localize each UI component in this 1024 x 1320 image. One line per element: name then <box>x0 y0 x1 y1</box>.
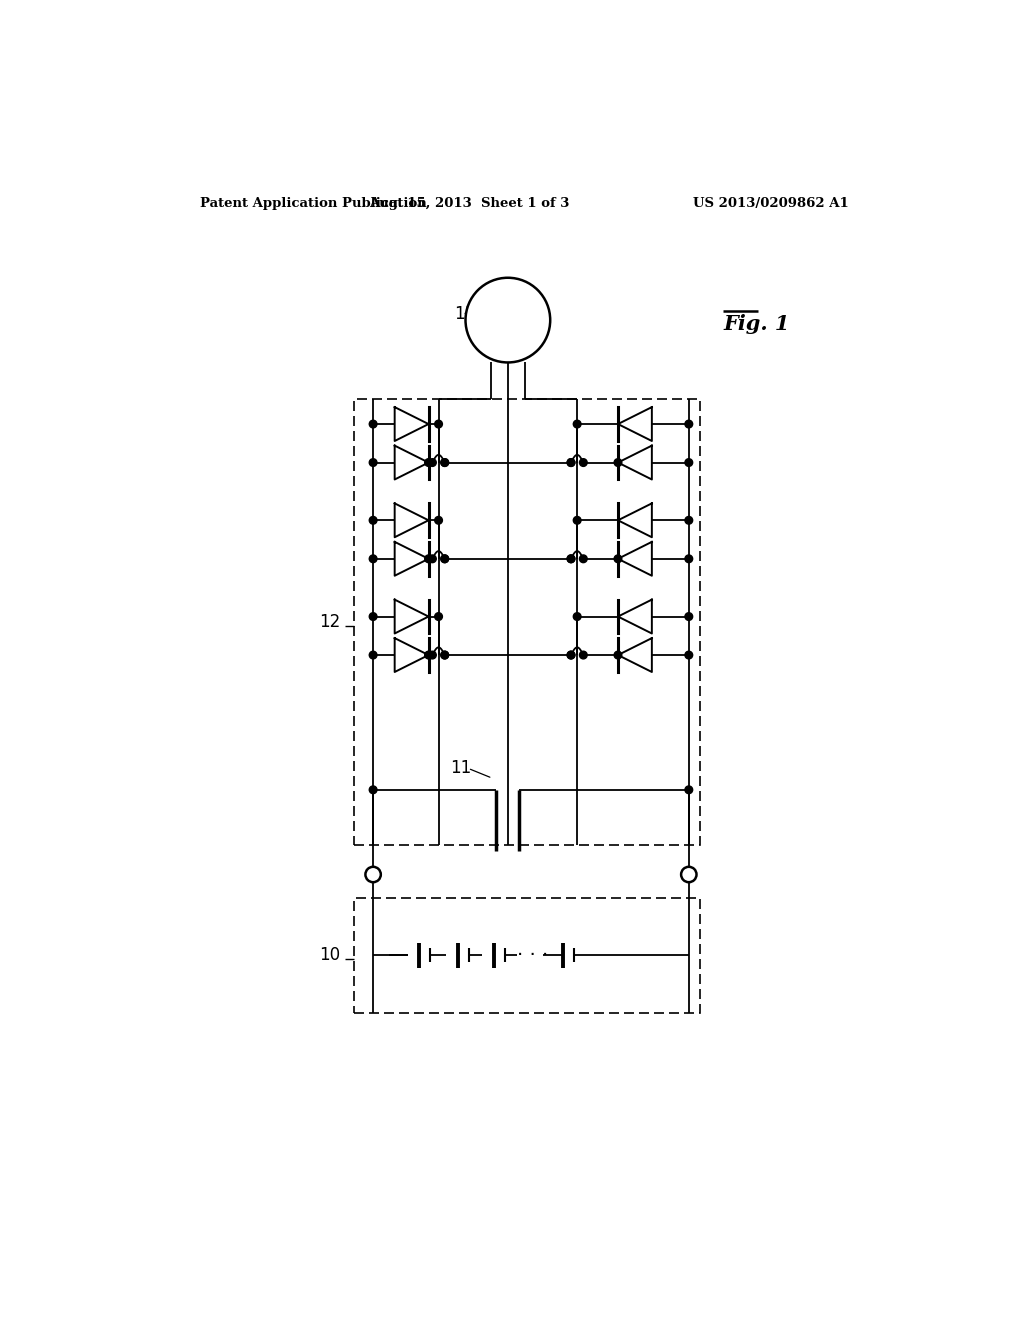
Circle shape <box>435 612 442 620</box>
Circle shape <box>614 554 622 562</box>
Circle shape <box>614 459 622 466</box>
Circle shape <box>685 612 692 620</box>
Text: 10: 10 <box>318 946 340 965</box>
Circle shape <box>429 554 436 562</box>
Circle shape <box>425 651 432 659</box>
Circle shape <box>685 785 692 793</box>
Circle shape <box>573 612 581 620</box>
Circle shape <box>435 420 442 428</box>
Circle shape <box>580 651 587 659</box>
Circle shape <box>441 651 449 659</box>
Circle shape <box>567 554 574 562</box>
Circle shape <box>370 420 377 428</box>
Circle shape <box>441 554 449 562</box>
Circle shape <box>435 516 442 524</box>
Circle shape <box>429 459 436 466</box>
Circle shape <box>681 867 696 882</box>
Circle shape <box>573 420 581 428</box>
Circle shape <box>567 459 574 466</box>
Circle shape <box>425 554 432 562</box>
Circle shape <box>567 554 574 562</box>
Circle shape <box>685 420 692 428</box>
Text: 12: 12 <box>318 612 340 631</box>
Circle shape <box>580 554 587 562</box>
Text: 11: 11 <box>451 759 471 777</box>
Circle shape <box>441 651 449 659</box>
Circle shape <box>370 651 377 659</box>
Circle shape <box>370 459 377 466</box>
Circle shape <box>573 516 581 524</box>
Circle shape <box>614 651 622 659</box>
Circle shape <box>429 651 436 659</box>
Text: · · ·: · · · <box>517 946 548 965</box>
Circle shape <box>685 554 692 562</box>
Text: Aug. 15, 2013  Sheet 1 of 3: Aug. 15, 2013 Sheet 1 of 3 <box>370 197 569 210</box>
Circle shape <box>370 554 377 562</box>
Text: Fig. 1: Fig. 1 <box>724 314 790 334</box>
Circle shape <box>370 516 377 524</box>
Circle shape <box>425 459 432 466</box>
Circle shape <box>567 651 574 659</box>
Circle shape <box>441 459 449 466</box>
Circle shape <box>685 516 692 524</box>
Circle shape <box>370 612 377 620</box>
Text: US 2013/0209862 A1: US 2013/0209862 A1 <box>692 197 849 210</box>
Circle shape <box>366 867 381 882</box>
Circle shape <box>580 459 587 466</box>
Bar <box>354 399 700 845</box>
Circle shape <box>370 785 377 793</box>
Circle shape <box>685 651 692 659</box>
Text: Patent Application Publication: Patent Application Publication <box>200 197 427 210</box>
Circle shape <box>441 459 449 466</box>
Circle shape <box>685 459 692 466</box>
Circle shape <box>567 459 574 466</box>
Bar <box>354 898 700 1014</box>
Circle shape <box>466 277 550 363</box>
Circle shape <box>567 651 574 659</box>
Circle shape <box>441 554 449 562</box>
Text: 13: 13 <box>454 305 475 323</box>
